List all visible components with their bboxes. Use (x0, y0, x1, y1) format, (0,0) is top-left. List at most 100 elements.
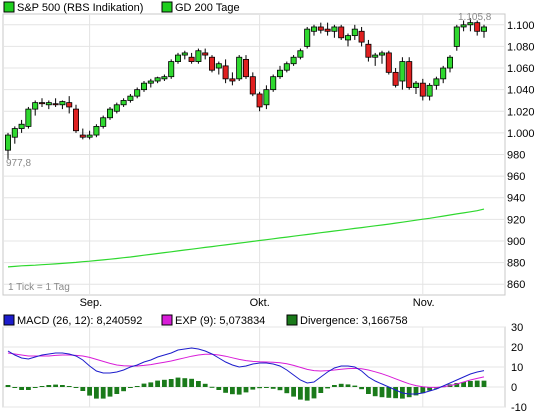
candle (52, 98, 59, 107)
candle (215, 61, 222, 75)
macd-lines (7, 347, 485, 395)
candle (100, 115, 107, 129)
candle-body-down (338, 26, 345, 39)
candle-body-up (304, 28, 311, 47)
candle (134, 87, 141, 99)
candle (317, 22, 324, 34)
divergence-bar (386, 387, 392, 398)
divergence-bar (413, 387, 419, 396)
candle-body-down (79, 134, 86, 138)
candle (140, 81, 147, 92)
price-ytick-label: 1.080 (507, 41, 535, 53)
divergence-bar (454, 383, 460, 387)
candle (426, 83, 433, 101)
legend-swatch-divergence (286, 314, 298, 326)
candle-body-up (297, 50, 304, 58)
divergence-bar (257, 387, 262, 389)
divergence-bar (209, 386, 215, 388)
divergence-bar (298, 387, 303, 400)
divergence-bar (5, 385, 11, 387)
candle-body-up (18, 123, 25, 129)
candle-body-up (154, 77, 161, 82)
candle (304, 26, 311, 49)
candle-body-down (73, 108, 80, 132)
candle-body-down (474, 22, 481, 32)
candle (39, 98, 46, 107)
candle-body-up (93, 126, 100, 136)
candle (11, 126, 18, 144)
divergence-bar (304, 387, 310, 401)
legend-label-macd: MACD (26, 12): 8,240592 (17, 315, 142, 327)
divergence-bar (196, 381, 201, 387)
divergence-bar (230, 387, 235, 395)
divergence-bar (250, 387, 256, 390)
price-ytick-label: 1.040 (507, 85, 535, 97)
candle (324, 22, 331, 36)
candle-body-down (208, 56, 215, 71)
candle-body-down (324, 28, 331, 32)
candle-body-up (344, 35, 351, 41)
candle-body-up (263, 89, 270, 106)
candle (365, 39, 372, 62)
candle-body-up (140, 82, 147, 91)
price-ytick-label: 1.020 (507, 106, 535, 118)
divergence-bar (318, 387, 324, 393)
candle (242, 55, 249, 79)
candle (290, 55, 297, 66)
legend-swatch-exp (161, 314, 173, 326)
candle (480, 24, 487, 38)
candle (256, 91, 263, 112)
candle (208, 55, 215, 73)
candle-body-down (249, 76, 256, 95)
candle-body-up (290, 56, 297, 65)
candle-body-down (229, 78, 236, 82)
candle (249, 72, 256, 97)
candle (25, 106, 32, 129)
candle-body-up (100, 117, 107, 127)
divergence-bar (474, 380, 480, 387)
price-ytick-label: 940 (507, 193, 525, 205)
candle-body-up (372, 54, 379, 58)
candle-body-up (453, 26, 460, 47)
divergence-bar (46, 385, 52, 387)
divergence-bar (338, 383, 344, 387)
divergence-bar (175, 377, 181, 387)
candle-body-down (202, 52, 209, 56)
candle (276, 65, 283, 79)
candle (331, 24, 338, 38)
x-tick-label-2: Nov. (413, 297, 435, 309)
divergence-bar (461, 382, 466, 387)
candle (127, 93, 134, 103)
legend-label-sp500: S&P 500 (RBS Indikation) (17, 2, 143, 14)
candle-body-up (25, 108, 32, 127)
x-tick-label-1: Okt. (250, 297, 270, 309)
candle-body-up (215, 63, 222, 69)
candle (406, 57, 413, 90)
candle-body-up (86, 134, 93, 138)
divergence-bar (236, 387, 242, 395)
candle (474, 20, 481, 36)
divergence-bar (277, 387, 283, 391)
candle (93, 124, 100, 138)
macd-y-axis: 30 20 10 0 -10 (511, 322, 527, 414)
legend-label-divergence: Divergence: 3,166758 (300, 315, 408, 327)
divergence-bar (53, 384, 58, 387)
candle (446, 55, 453, 73)
price-ytick-label: 880 (507, 258, 525, 270)
divergence-bar (332, 385, 337, 387)
macd-legend: MACD (26, 12): 8,240592 EXP (9): 5,07383… (3, 314, 408, 327)
gd200-line (7, 208, 485, 268)
candle-body-up (426, 84, 433, 97)
candle (73, 104, 80, 133)
divergence-bar (243, 387, 249, 393)
max-value-label: 1.105,8 (458, 12, 492, 23)
candle-body-up (270, 76, 277, 91)
divergence-bar (141, 383, 147, 387)
candle-body-down (385, 52, 392, 73)
divergence-bar (39, 386, 45, 387)
candle (59, 100, 66, 110)
candle (399, 57, 406, 90)
divergence-bar (162, 379, 167, 387)
candle (419, 78, 426, 101)
